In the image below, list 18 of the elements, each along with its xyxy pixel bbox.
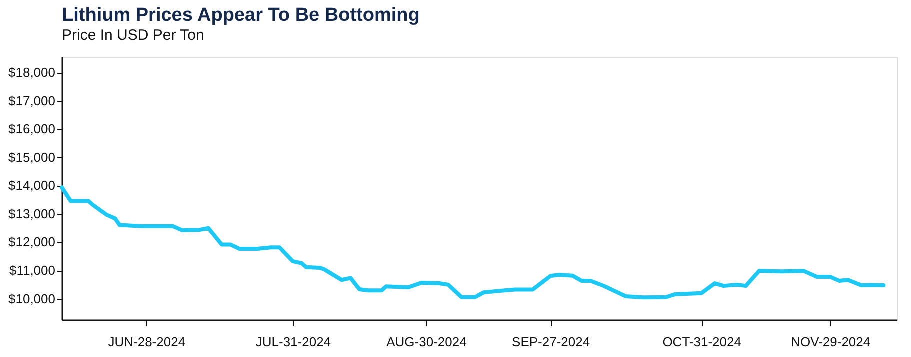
x-tick-label: AUG-30-2024 [386, 334, 467, 350]
x-tick-label: JUL-31-2024 [256, 334, 332, 350]
y-tick-label: $17,000 [8, 93, 56, 108]
y-tick-label: $13,000 [8, 206, 56, 222]
x-tick-label: NOV-29-2024 [791, 334, 871, 350]
x-tick-label: JUN-28-2024 [108, 334, 186, 350]
y-tick-label: $10,000 [8, 291, 56, 306]
x-tick-label: SEP-27-2024 [512, 334, 590, 350]
y-tick-label: $12,000 [8, 234, 56, 250]
y-tick-label: $15,000 [8, 150, 56, 165]
y-tick-label: $11,000 [9, 263, 56, 278]
y-tick-label: $14,000 [8, 178, 56, 194]
x-tick-label: OCT-31-2024 [662, 334, 742, 350]
y-tick-label: $16,000 [8, 122, 56, 137]
chart-title: Lithium Prices Appear To Be Bottoming [62, 5, 420, 26]
y-tick-label: $18,000 [8, 65, 56, 80]
line-series [60, 186, 886, 300]
chart-subtitle: Price In USD Per Ton [62, 27, 204, 44]
